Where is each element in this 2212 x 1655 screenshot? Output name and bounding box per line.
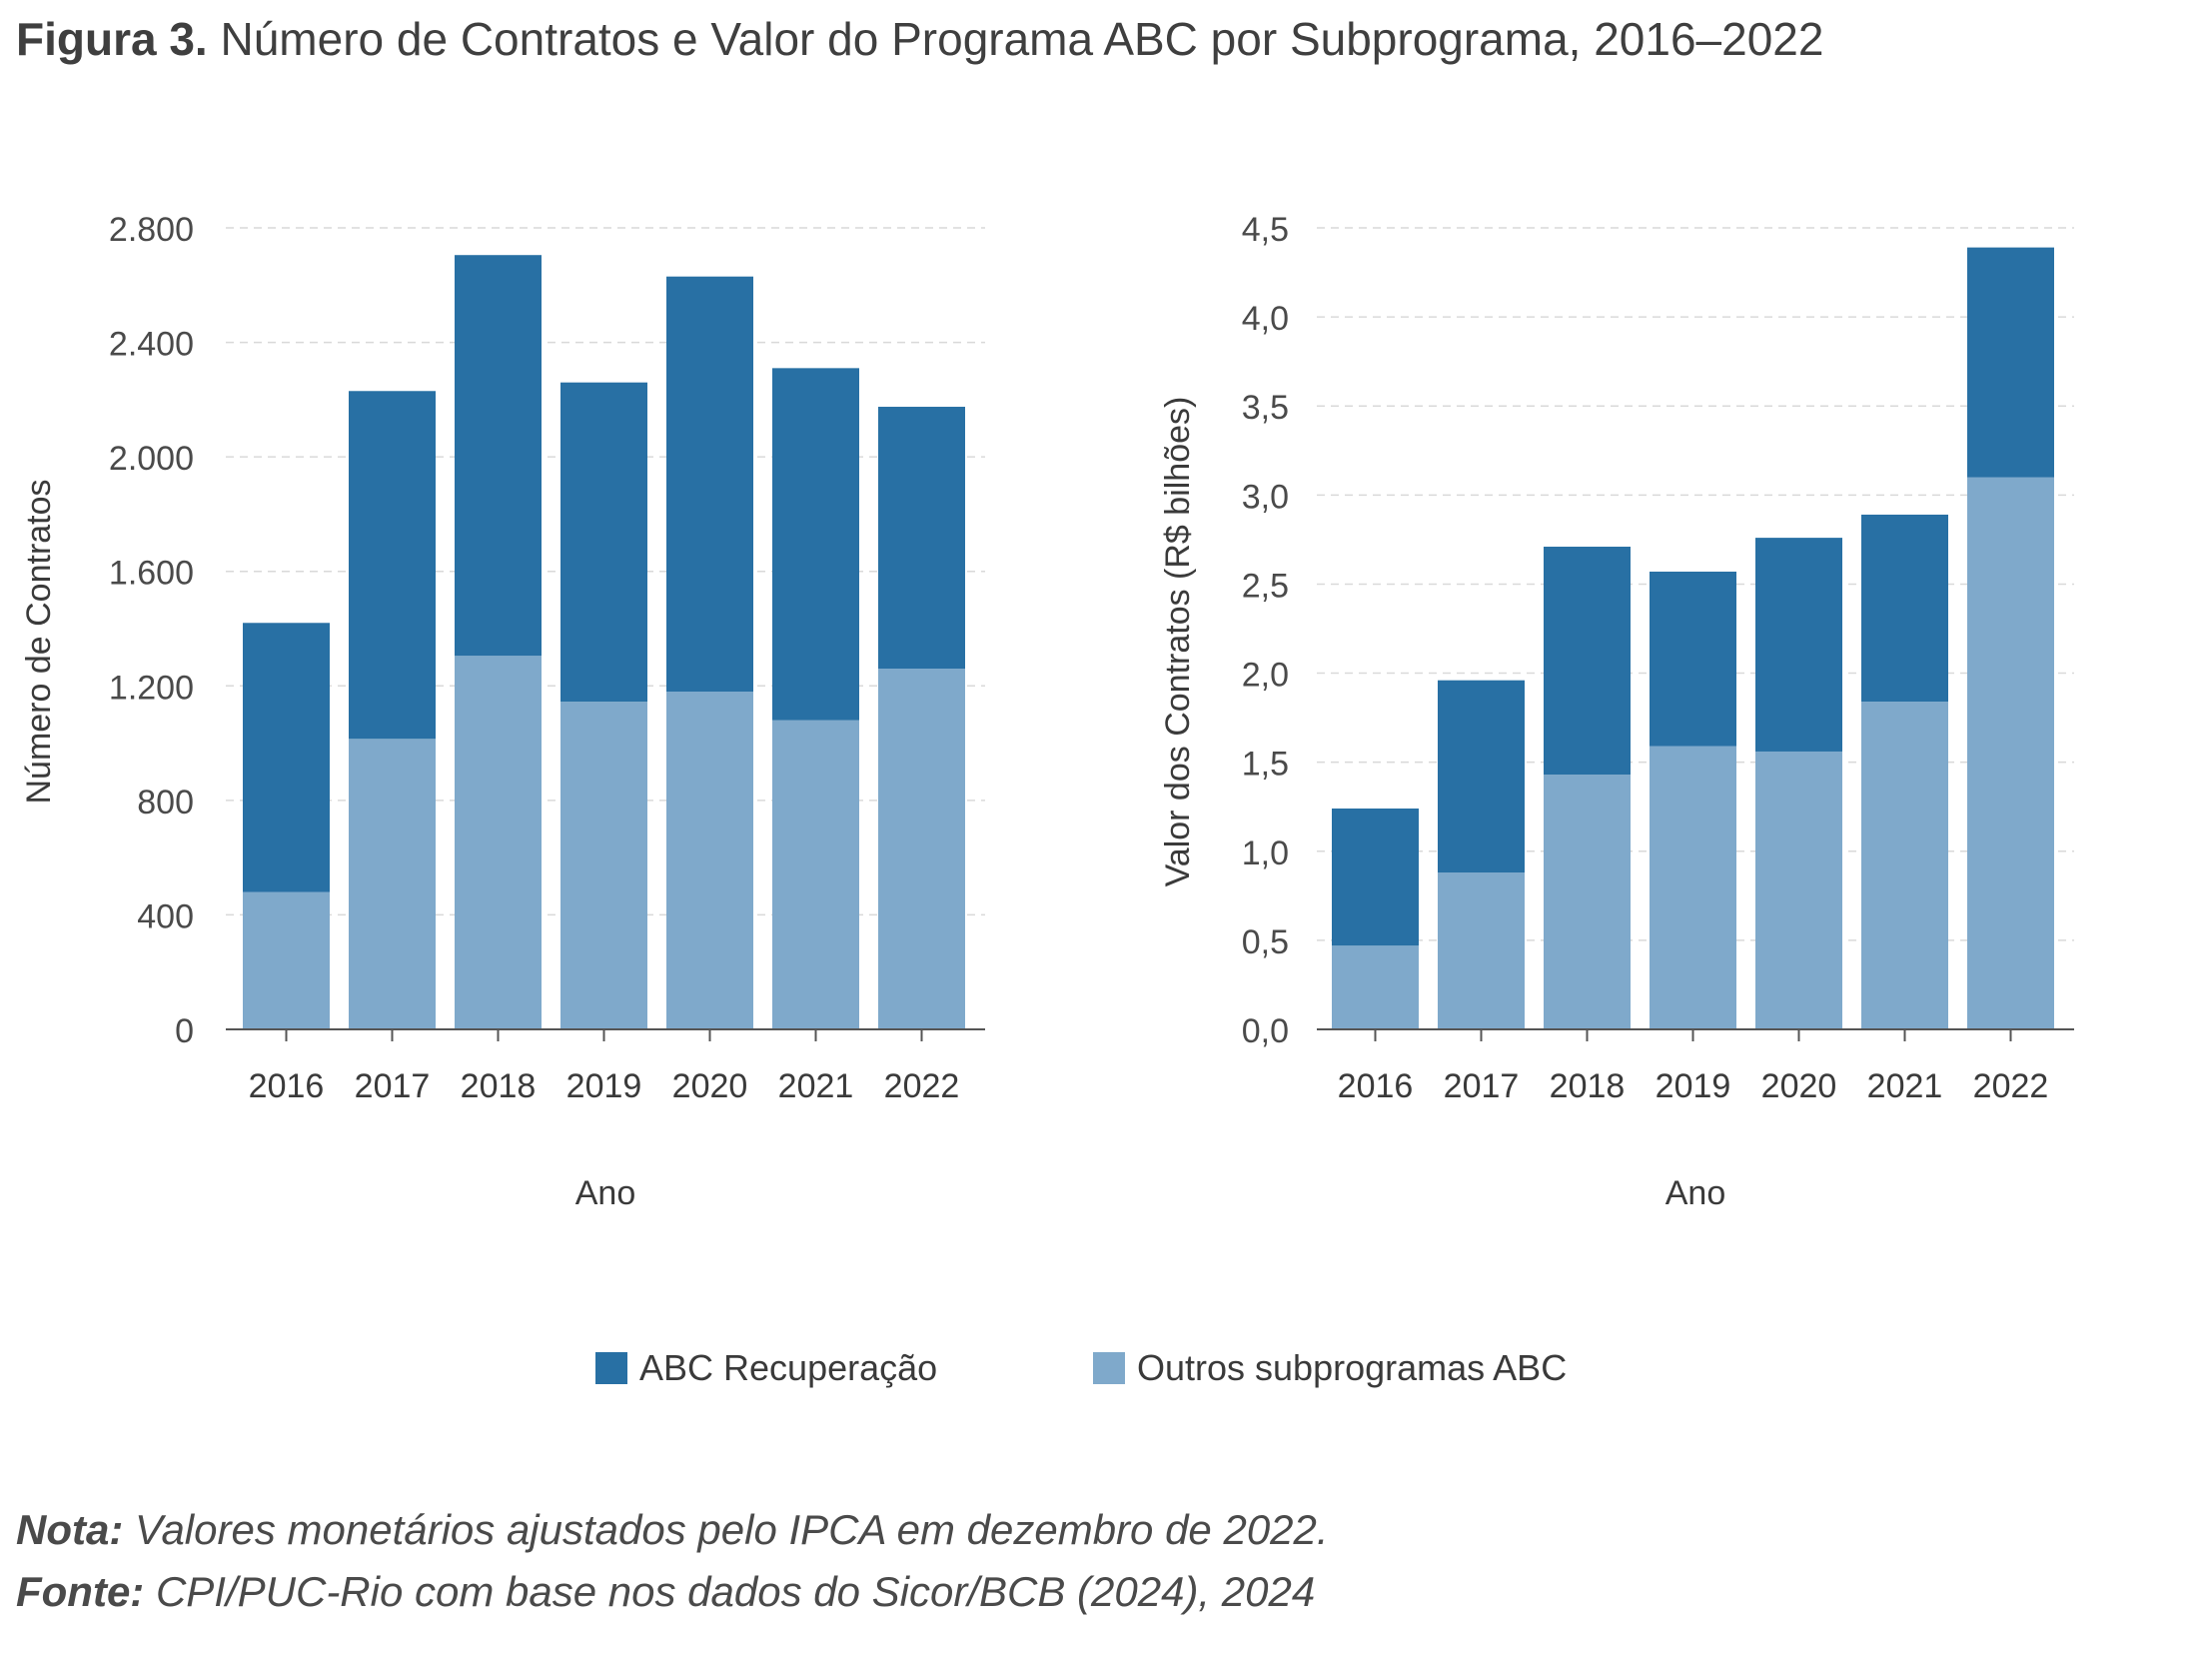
bar-abc-recuperacao [243, 623, 330, 892]
source-text: CPI/PUC-Rio com base nos dados do Sicor/… [144, 1568, 1316, 1615]
bar-outros [772, 720, 859, 1029]
bar-abc-recuperacao [1755, 538, 1842, 752]
bar-abc-recuperacao [1861, 514, 1948, 703]
x-tick-label: 2022 [884, 1067, 960, 1105]
notes: Nota: Valores monetários ajustados pelo … [16, 1499, 1329, 1623]
y-tick-label: 800 [137, 784, 194, 822]
legend-item-outros: Outros subprogramas ABC [1093, 1347, 1567, 1389]
y-tick-label: 400 [137, 897, 194, 935]
bar-abc-recuperacao [455, 255, 542, 657]
bar-outros [1755, 751, 1842, 1029]
source-label: Fonte: [16, 1568, 145, 1615]
y-tick-label: 0,5 [1242, 923, 1289, 961]
bar-abc-recuperacao [666, 276, 753, 693]
y-tick-label: 1,5 [1242, 746, 1289, 784]
bar-abc-recuperacao [560, 382, 647, 703]
y-tick-label: 1.200 [109, 669, 194, 707]
legend-swatch-outros [1093, 1352, 1125, 1384]
y-tick-label: 2.800 [109, 211, 194, 249]
bar-outros [349, 739, 436, 1029]
y-tick-label: 2.000 [109, 440, 194, 478]
x-tick-label: 2020 [672, 1067, 748, 1105]
bar-outros [1967, 477, 2054, 1029]
bar-abc-recuperacao [349, 391, 436, 740]
y-tick-label: 2,5 [1242, 567, 1289, 605]
figure-title-text: Número de Contratos e Valor do Programa … [220, 13, 1824, 65]
x-tick-label: 2018 [461, 1067, 537, 1105]
x-tick-label: 2019 [1656, 1067, 1731, 1105]
bar-outros [878, 669, 965, 1029]
bar-abc-recuperacao [1967, 247, 2054, 478]
legend: ABC Recuperação Outros subprogramas ABC [0, 1347, 2212, 1397]
bar-outros [455, 656, 542, 1029]
x-tick-label: 2019 [566, 1067, 642, 1105]
y-tick-label: 2,0 [1242, 657, 1289, 695]
y-axis-title: Valor dos Contratos (R$ bilhões) [1159, 397, 1197, 887]
x-tick-label: 2016 [249, 1067, 325, 1105]
legend-item-abc-recuperacao: ABC Recuperação [595, 1347, 937, 1389]
bar-outros [1438, 872, 1525, 1029]
y-axis-title: Número de Contratos [20, 479, 58, 804]
note-label: Nota: [16, 1506, 124, 1553]
legend-label-outros: Outros subprogramas ABC [1137, 1347, 1568, 1388]
bar-outros [666, 692, 753, 1029]
x-axis-title: Ano [575, 1174, 636, 1212]
y-tick-label: 2.400 [109, 326, 194, 364]
x-tick-label: 2021 [778, 1067, 854, 1105]
x-tick-label: 2022 [1973, 1067, 2049, 1105]
bar-outros [1861, 702, 1948, 1029]
bar-outros [560, 702, 647, 1029]
x-axis-title: Ano [1665, 1174, 1726, 1212]
y-tick-label: 3,0 [1242, 478, 1289, 516]
y-tick-label: 0 [175, 1012, 194, 1050]
y-tick-label: 4,5 [1242, 211, 1289, 249]
legend-swatch-abc-recuperacao [595, 1352, 627, 1384]
x-tick-label: 2017 [1444, 1067, 1520, 1105]
x-tick-label: 2016 [1338, 1067, 1414, 1105]
y-tick-label: 4,0 [1242, 300, 1289, 338]
note-line: Nota: Valores monetários ajustados pelo … [16, 1499, 1329, 1561]
note-text: Valores monetários ajustados pelo IPCA e… [123, 1506, 1329, 1553]
bar-abc-recuperacao [878, 407, 965, 670]
y-tick-label: 3,5 [1242, 389, 1289, 427]
bar-abc-recuperacao [1544, 547, 1631, 776]
y-tick-label: 0,0 [1242, 1012, 1289, 1050]
x-tick-label: 2021 [1867, 1067, 1943, 1105]
chart-contract-count: 0 400 800 1.200 1.600 2.000 2.400 2.800 2016 2017… [20, 211, 985, 1212]
chart-contract-value: 0,0 0,5 1,0 1,5 2,0 2,5 3,0 3,5 4,0 4,5 2016 2017 20… [1159, 211, 2074, 1212]
bar-abc-recuperacao [1650, 571, 1736, 747]
x-tick-label: 2017 [355, 1067, 431, 1105]
bar-outros [1332, 945, 1419, 1029]
y-tick-label: 1,0 [1242, 834, 1289, 872]
figure-label: Figura 3. [16, 13, 208, 65]
source-line: Fonte: CPI/PUC-Rio com base nos dados do… [16, 1561, 1329, 1623]
legend-label-abc-recuperacao: ABC Recuperação [639, 1347, 938, 1388]
bar-outros [1650, 746, 1736, 1029]
bar-abc-recuperacao [1332, 809, 1419, 946]
bar-abc-recuperacao [1438, 680, 1525, 873]
figure-title: Figura 3. Número de Contratos e Valor do… [16, 12, 1823, 66]
x-tick-label: 2018 [1550, 1067, 1626, 1105]
bar-outros [1544, 775, 1631, 1029]
y-tick-label: 1.600 [109, 555, 194, 593]
bar-outros [243, 891, 330, 1029]
bar-abc-recuperacao [772, 368, 859, 721]
x-tick-label: 2020 [1761, 1067, 1837, 1105]
